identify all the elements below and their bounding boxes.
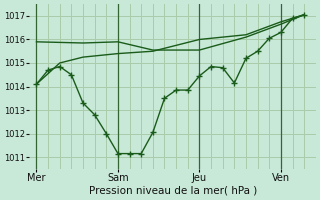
X-axis label: Pression niveau de la mer( hPa ): Pression niveau de la mer( hPa ) bbox=[89, 186, 257, 196]
